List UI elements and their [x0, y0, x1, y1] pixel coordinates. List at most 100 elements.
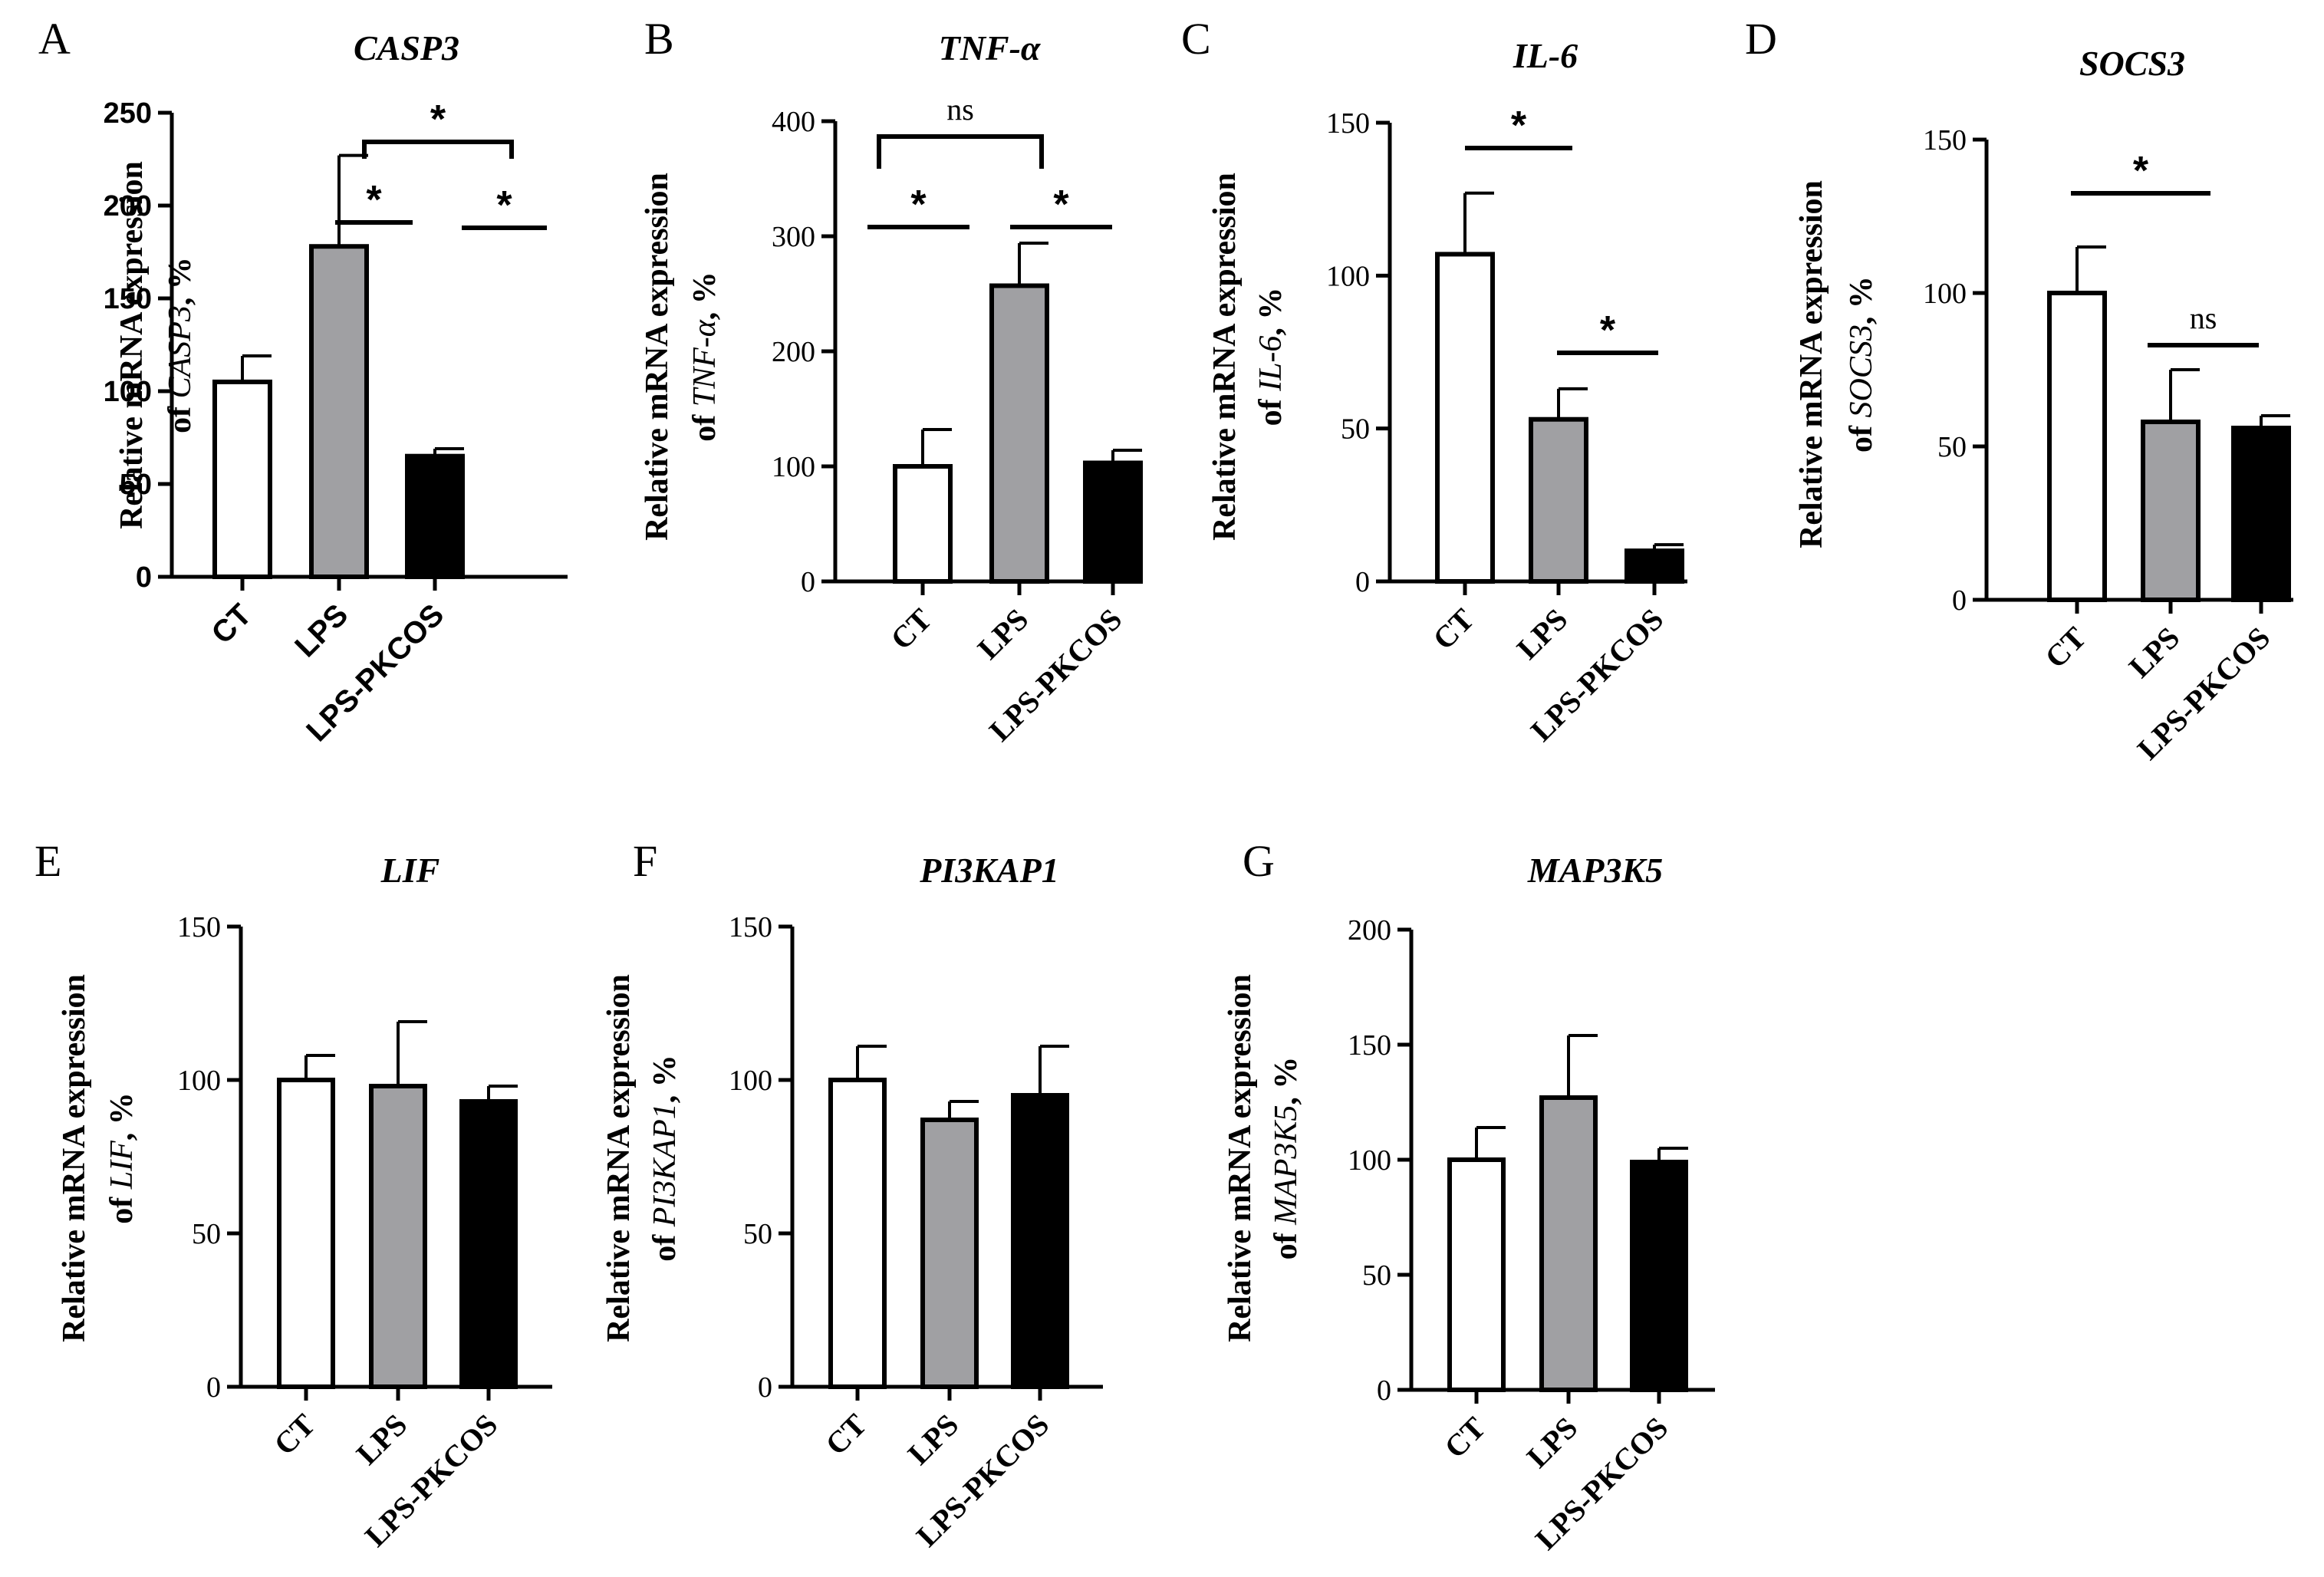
y-axis-label-line2: of LIF, % — [104, 1092, 140, 1224]
y-tick-label: 50 — [1362, 1259, 1391, 1292]
chart-title: SOCS3 — [2079, 44, 2185, 83]
significance-bracket — [877, 134, 1044, 169]
x-tick-label: LPS — [350, 1407, 414, 1472]
significance-label: * — [496, 183, 512, 228]
panel-letter: F — [633, 836, 657, 886]
bar-lps — [1539, 1095, 1598, 1392]
bar-ct — [1435, 252, 1495, 584]
y-tick-label: 50 — [120, 469, 152, 501]
y-tick-label: 50 — [743, 1218, 772, 1250]
panel-f: F PI3KAP1 Relative mRNA expression of PI3KA… — [601, 836, 1103, 1553]
y-tick-label: 50 — [1341, 413, 1370, 446]
x-tick-label: CT — [267, 1407, 321, 1461]
bar-lps — [309, 244, 369, 579]
y-tick-label: 200 — [772, 336, 815, 368]
y-axis-label-line2: of IL-6, % — [1253, 288, 1289, 426]
y-tick-label: 0 — [758, 1371, 772, 1404]
bar-ct — [212, 379, 272, 579]
y-tick-label: 0 — [1355, 566, 1370, 598]
chart-title: IL-6 — [1513, 36, 1578, 75]
bar-lps — [2141, 420, 2201, 602]
panel-letter: E — [35, 836, 61, 886]
y-axis-label: Relative mRNA expression — [1794, 180, 1829, 548]
x-tick-label: CT — [818, 1407, 873, 1461]
y-axis-label-line2: of SOCS3, % — [1844, 276, 1879, 453]
panel-letter: C — [1181, 14, 1211, 64]
significance-label: * — [1053, 183, 1069, 227]
bar-lps — [920, 1118, 979, 1389]
y-axis-label-gene: LIF — [104, 1141, 140, 1190]
bar-ct — [893, 464, 953, 584]
y-tick-label: 100 — [772, 451, 815, 483]
y-axis-label-gene: TNF-α — [687, 319, 723, 407]
y-axis-label-line2: of CASP3, % — [163, 257, 198, 433]
y-axis-label-gene: CASP3 — [163, 305, 198, 398]
panel-letter: B — [644, 14, 674, 64]
y-tick-label: 400 — [772, 106, 815, 138]
chart-title: LIF — [380, 851, 440, 890]
panel-letter: A — [38, 14, 71, 64]
y-axis-label-prefix: of — [104, 1189, 140, 1224]
significance-label: * — [2133, 149, 2149, 193]
y-tick-label: 150 — [1326, 107, 1370, 140]
y-axis-label: Relative mRNA expression — [1207, 173, 1243, 541]
bar-lps-pkcos — [1624, 548, 1684, 584]
y-axis-label-suffix: , % — [1253, 288, 1289, 336]
bar-ct — [277, 1078, 335, 1389]
y-tick-label: 200 — [1348, 914, 1391, 947]
y-tick-label: 300 — [772, 221, 815, 253]
bar-lps-pkcos — [1011, 1093, 1069, 1389]
x-tick-label: LPS — [288, 598, 354, 663]
x-tick-label: LPS — [901, 1407, 966, 1472]
y-tick-label: 100 — [1348, 1144, 1391, 1177]
significance-label: * — [366, 178, 382, 222]
y-tick-label: 150 — [729, 911, 772, 943]
y-axis-label-suffix: , % — [687, 272, 723, 320]
y-axis-label-prefix: of — [1844, 417, 1879, 453]
x-tick-label: CT — [206, 598, 258, 650]
y-tick-label: 50 — [192, 1218, 221, 1250]
y-axis-label-suffix: , % — [1269, 1057, 1304, 1105]
significance-label: ns — [946, 92, 974, 127]
bar-lps — [989, 283, 1049, 584]
y-tick-label: 100 — [729, 1065, 772, 1097]
bar-lps — [369, 1084, 427, 1389]
y-axis-label-suffix: , % — [1844, 276, 1879, 324]
y-axis-label-gene: IL-6 — [1253, 336, 1289, 392]
y-axis-label-gene: MAP3K5 — [1269, 1105, 1304, 1226]
y-tick-label: 100 — [104, 376, 152, 408]
significance-bracket — [362, 140, 514, 159]
y-axis-label-line2: of TNF-α, % — [687, 272, 723, 442]
y-tick-label: 0 — [1952, 584, 1967, 617]
y-axis-label-prefix: of — [687, 407, 723, 442]
chart-title: MAP3K5 — [1527, 851, 1663, 890]
y-axis-label-prefix: of — [1253, 391, 1289, 426]
panel-a: A CASP3 Relative mRNA expression of CASP3, … — [38, 14, 568, 748]
y-axis-label-prefix: of — [647, 1226, 683, 1262]
y-tick-label: 0 — [1377, 1375, 1391, 1407]
bar-lps-pkcos — [459, 1099, 518, 1389]
y-axis-label: Relative mRNA expression — [1223, 974, 1258, 1342]
y-axis-label-suffix: , % — [647, 1055, 683, 1103]
x-tick-label: LPS — [1520, 1411, 1585, 1475]
bar-ct — [1447, 1157, 1506, 1392]
y-axis-label: Relative mRNA expression — [640, 173, 675, 541]
y-axis-label: Relative mRNA expression — [114, 161, 150, 529]
significance-label: ns — [2190, 301, 2217, 335]
y-tick-label: 150 — [104, 283, 152, 315]
y-axis-label-prefix: of — [1269, 1225, 1304, 1260]
y-axis-label-prefix: of — [163, 398, 198, 433]
y-tick-label: 150 — [1923, 124, 1967, 156]
significance-label: * — [1511, 104, 1527, 148]
chart-title: PI3KAP1 — [919, 851, 1058, 890]
y-tick-label: 100 — [1326, 260, 1370, 292]
y-tick-label: 150 — [177, 911, 221, 943]
x-tick-label: CT — [1437, 1410, 1492, 1464]
bar-ct — [2047, 291, 2107, 602]
chart-title: TNF-α — [939, 28, 1042, 67]
